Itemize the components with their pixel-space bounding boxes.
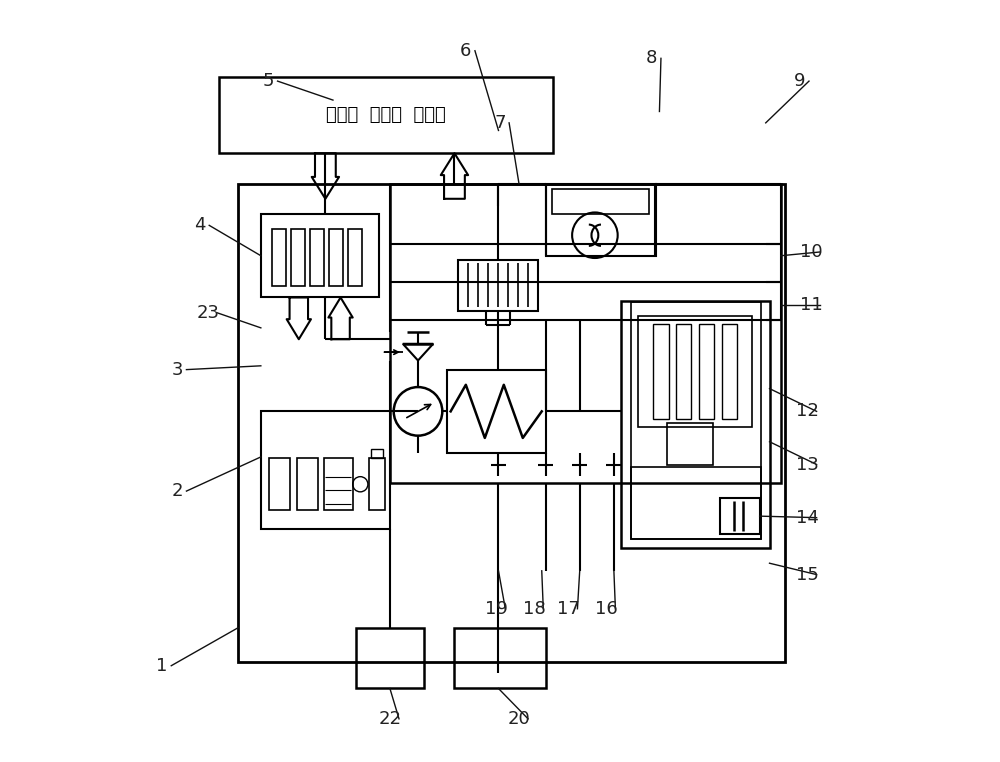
Text: 6: 6 — [460, 42, 472, 59]
Bar — [390, 184, 781, 484]
Text: 12: 12 — [796, 402, 819, 421]
Text: 电负荷  热负荷  冷负荷: 电负荷 热负荷 冷负荷 — [326, 106, 446, 124]
Bar — [667, 423, 713, 465]
Bar — [238, 184, 785, 662]
Text: 4: 4 — [194, 216, 206, 235]
Text: 10: 10 — [800, 243, 823, 261]
Bar — [329, 229, 343, 286]
Text: 7: 7 — [494, 114, 506, 132]
Bar — [269, 459, 290, 510]
Bar — [272, 229, 286, 286]
Bar — [552, 189, 649, 214]
Text: 17: 17 — [557, 600, 580, 618]
Text: 5: 5 — [263, 72, 274, 90]
Bar — [261, 214, 379, 297]
Text: 20: 20 — [508, 710, 530, 728]
Bar — [261, 411, 390, 529]
Text: 16: 16 — [595, 600, 618, 618]
Text: 2: 2 — [172, 482, 183, 500]
Text: 14: 14 — [796, 509, 819, 527]
Bar — [219, 77, 553, 153]
Bar — [621, 301, 770, 548]
Text: 9: 9 — [794, 72, 806, 90]
Bar — [291, 229, 305, 286]
Bar — [454, 628, 546, 689]
Bar — [371, 450, 383, 459]
Text: 23: 23 — [196, 304, 219, 322]
Text: 18: 18 — [523, 600, 546, 618]
Bar — [369, 459, 385, 510]
Bar — [297, 459, 318, 510]
Bar — [631, 467, 761, 539]
Bar — [310, 229, 324, 286]
Text: 19: 19 — [485, 600, 508, 618]
Bar — [546, 184, 656, 256]
Bar — [653, 324, 669, 419]
Text: 15: 15 — [796, 565, 819, 584]
Bar — [720, 498, 760, 534]
Bar — [356, 628, 424, 689]
Text: 11: 11 — [800, 296, 823, 314]
Text: 13: 13 — [796, 456, 819, 473]
Bar — [631, 302, 761, 539]
Bar — [676, 324, 691, 419]
Text: 8: 8 — [646, 50, 658, 67]
Bar — [458, 260, 538, 311]
Bar — [348, 229, 362, 286]
Bar — [699, 324, 714, 419]
Bar — [324, 459, 353, 510]
Text: 1: 1 — [156, 657, 168, 674]
Bar — [638, 316, 752, 427]
Text: 22: 22 — [378, 710, 401, 728]
Bar — [722, 324, 737, 419]
Bar — [447, 370, 546, 453]
Text: 3: 3 — [172, 360, 183, 379]
